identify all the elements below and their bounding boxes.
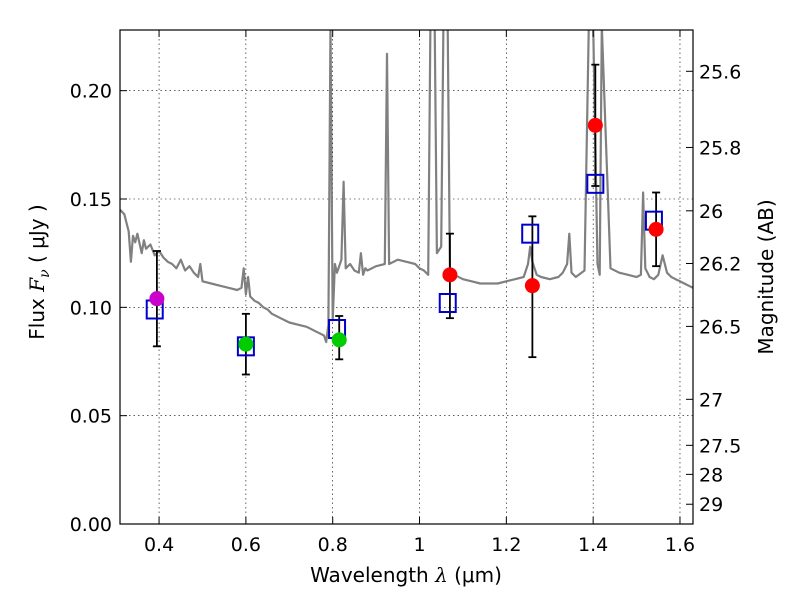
markers [145,63,664,376]
y2-tick-label: 26.2 [699,253,741,275]
y2-tick-label: 27 [699,389,723,411]
observed-point [149,291,165,307]
x-tick-label: 1.2 [491,534,521,556]
x-tick-label: 0.4 [144,534,174,556]
y-tick-label: 0.05 [70,406,112,428]
y2-tick-label: 26.5 [699,316,741,338]
x-axis-label-symbol: λ [434,563,448,587]
y-axis-label-subscript: ν [37,269,53,278]
y-tick-label: 0.15 [70,189,112,211]
y-axis-label-suffix: ( μJy ) [25,204,49,269]
observed-point [442,267,458,283]
y2-tick-label: 29 [699,494,723,516]
y2-tick-label: 26 [699,201,723,223]
y2-tick-label: 27.5 [699,435,741,457]
plot-area [120,30,693,344]
x-tick-label: 1.6 [665,534,695,556]
model-photometry-square [438,293,457,313]
plot-frame [119,29,694,525]
observed-point [331,332,347,348]
observed-point [238,336,254,352]
model-photometry-square [586,173,605,194]
x-tick-label: 0.8 [318,534,348,556]
y2-tick-label: 25.8 [699,137,741,159]
x-tick-label: 1.4 [578,534,608,556]
y2-tick-label: 25.6 [699,61,741,83]
y-axis-label-prefix: Flux [25,292,49,340]
y-axis-label-symbol: F [25,277,49,293]
observed-point [587,117,603,133]
x-tick-label: 0.6 [231,534,261,556]
y-tick-label: 0.20 [70,81,112,103]
axis-ticks: 0.4 0.6 0.8 1 1.2 1.4 1.6 0.00 0.05 0.10 0.15 0.20 2… [70,30,741,556]
model-spectrum-line [120,30,693,344]
observed-point [648,221,664,237]
y-tick-label: 0.00 [70,514,112,536]
x-axis-label: Wavelength λ (μm) [310,563,502,587]
x-axis-label-prefix: Wavelength [310,563,435,587]
model-photometry-square [521,223,540,244]
x-axis-label-suffix: (μm) [448,563,502,587]
y-axis-label: Flux Fν ( μJy ) [25,204,53,339]
grid [120,30,693,525]
observed-point [524,278,540,294]
y-tick-label: 0.10 [70,297,112,319]
x-tick-label: 1 [413,534,425,556]
y2-tick-label: 28 [699,464,723,486]
y2-axis-label: Magnitude (AB) [754,199,778,354]
